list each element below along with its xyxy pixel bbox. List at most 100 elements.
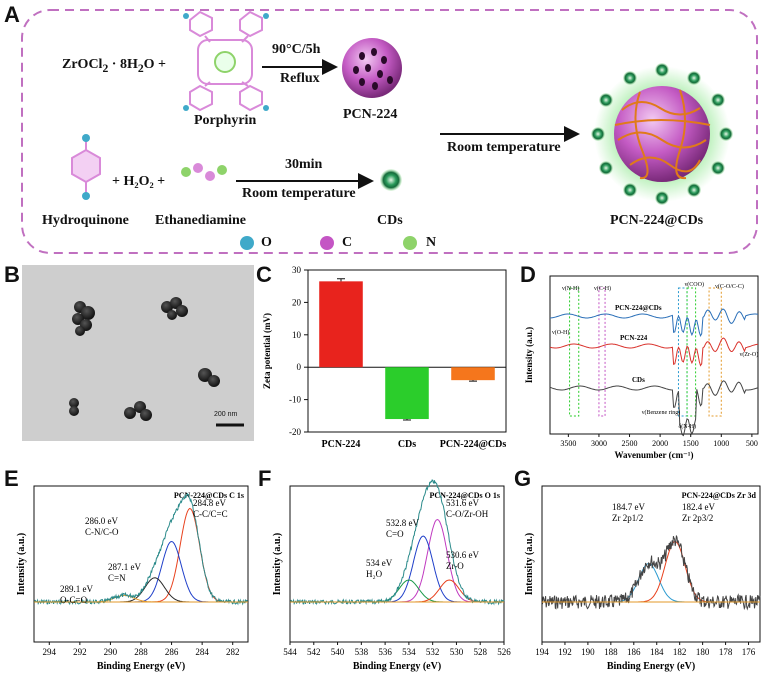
annotation: δ(N-H) <box>678 423 696 430</box>
hydroquinone-molecule <box>71 140 101 194</box>
label-cds: CDs <box>377 213 403 228</box>
cond-room-temp-1: Room temperature <box>242 186 356 201</box>
series-line <box>549 380 759 437</box>
label-product: PCN-224@CDs <box>610 213 704 228</box>
legend-dot-c <box>320 236 334 250</box>
peak-assignment: C-N/C-O <box>85 527 119 537</box>
x-axis-label: Wavenumber (cm⁻¹) <box>614 450 693 460</box>
peak-label: 530.6 eV <box>446 550 479 560</box>
y-axis-label: Intensity (a.u.) <box>524 533 535 596</box>
scale-bar-label: 200 nm <box>214 411 238 418</box>
x-tick-label: 1500 <box>683 439 699 448</box>
x-tick-label: 194 <box>535 647 549 657</box>
legend-dot-n <box>403 236 417 250</box>
reagent-zrocl2: ZrOCl2 · 8H2O + <box>62 57 167 75</box>
label-hydroquinone: Hydroquinone <box>42 213 129 228</box>
band-box <box>708 287 722 417</box>
peak-label: 184.7 eV <box>612 502 645 512</box>
annotation: ν(C-O/C-C) <box>715 283 744 290</box>
y-axis-label: Intensity (a.u.) <box>524 327 534 383</box>
panel-label-d: D <box>520 262 536 287</box>
x-tick-label: 532 <box>426 647 440 657</box>
x-tick-label: 2000 <box>652 439 668 448</box>
x-axis-label: Binding Energy (eV) <box>97 661 185 672</box>
tem-image <box>22 265 254 441</box>
panel-label-b: B <box>4 262 20 287</box>
series-label: CDs <box>632 376 645 384</box>
panel-title: PCN-224@CDs Zr 3d <box>682 491 757 500</box>
x-axis-label: Binding Energy (eV) <box>607 661 695 672</box>
category-label: CDs <box>398 439 416 450</box>
x-tick-label: 536 <box>378 647 392 657</box>
x-tick-label: 176 <box>742 647 756 657</box>
cond-90c: 90°C/5h <box>272 42 321 57</box>
plot-frame <box>541 485 761 643</box>
raw-spectrum <box>33 492 248 606</box>
dashed-border <box>21 9 758 254</box>
x-tick-label: 500 <box>746 439 758 448</box>
peak-assignment: Zr 2p1/2 <box>612 513 643 523</box>
bar-2 <box>385 367 429 420</box>
series-line <box>549 308 759 338</box>
peak-assignment: Zr 2p3/2 <box>682 513 713 523</box>
y-axis-label: Intensity (a.u.) <box>272 533 283 596</box>
panel-title: PCN-224@CDs C 1s <box>174 491 244 500</box>
x-tick-label: 1000 <box>713 439 729 448</box>
cd-dot <box>380 169 402 191</box>
x-tick-label: 184 <box>650 647 664 657</box>
annotation: ν(COO) <box>685 281 704 288</box>
y-tick-label: -20 <box>289 427 301 437</box>
legend-dot-o <box>240 236 254 250</box>
y-tick-label: 10 <box>292 330 302 340</box>
x-tick-label: 528 <box>473 647 487 657</box>
peak-label: 287.1 eV <box>108 562 141 572</box>
peak-label: 182.4 eV <box>682 502 715 512</box>
label-pcn224: PCN-224 <box>343 107 398 122</box>
panel-label-g: G <box>514 466 532 491</box>
label-porphyrin: Porphyrin <box>194 113 257 128</box>
peak-assignment: C=O <box>386 529 404 539</box>
x-tick-label: 540 <box>331 647 345 657</box>
porphyrin-molecule <box>189 10 263 112</box>
pcn224-cds-composite <box>591 63 733 205</box>
pcn224-sphere <box>342 38 402 98</box>
band-box <box>569 287 580 417</box>
x-tick-label: 190 <box>581 647 595 657</box>
x-tick-label: 534 <box>402 647 416 657</box>
category-label: PCN-224 <box>322 439 361 450</box>
raw-spectrum <box>289 479 505 606</box>
ftir-chart: 3500 3000 2500 2000 1500 1000 500 Wavenumber (c… <box>524 275 759 460</box>
x-tick-label: 530 <box>450 647 464 657</box>
label-h2o2: + H₂O₂ + <box>112 174 166 189</box>
x-tick-label: 180 <box>696 647 710 657</box>
y-tick-label: 20 <box>292 297 302 307</box>
panel-label-f: F <box>258 466 272 491</box>
x-tick-label: 526 <box>497 647 511 657</box>
bar-3 <box>451 367 495 381</box>
x-tick-label: 544 <box>283 647 297 657</box>
x-tick-label: 3000 <box>591 439 607 448</box>
peak-label: 286.0 eV <box>85 516 118 526</box>
bar-1 <box>319 281 363 368</box>
panel-label-a: A <box>4 2 20 27</box>
x-tick-label: 538 <box>355 647 369 657</box>
panel-label-e: E <box>4 466 19 491</box>
x-tick-label: 186 <box>627 647 641 657</box>
y-tick-label: 30 <box>292 265 302 275</box>
x-tick-label: 292 <box>73 647 87 657</box>
series-label: PCN-224 <box>620 334 648 342</box>
cond-reflux: Reflux <box>280 71 320 86</box>
annotation: ν(O-H) <box>552 329 569 336</box>
plot-frame <box>549 275 759 435</box>
band-box <box>598 287 606 417</box>
y-tick-label: -10 <box>289 395 301 405</box>
y-axis-label: Intensity (a.u.) <box>16 533 27 596</box>
cond-room-temp-2: Room temperature <box>447 140 561 155</box>
legend-label-n: N <box>426 235 437 250</box>
x-tick-label: 178 <box>719 647 733 657</box>
peak-label: 532.8 eV <box>386 518 419 528</box>
peak-label: 284.8 eV <box>193 498 226 508</box>
x-axis-label: Binding Energy (eV) <box>353 661 441 672</box>
x-tick-label: 542 <box>307 647 321 657</box>
category-label: PCN-224@CDs <box>440 439 507 450</box>
